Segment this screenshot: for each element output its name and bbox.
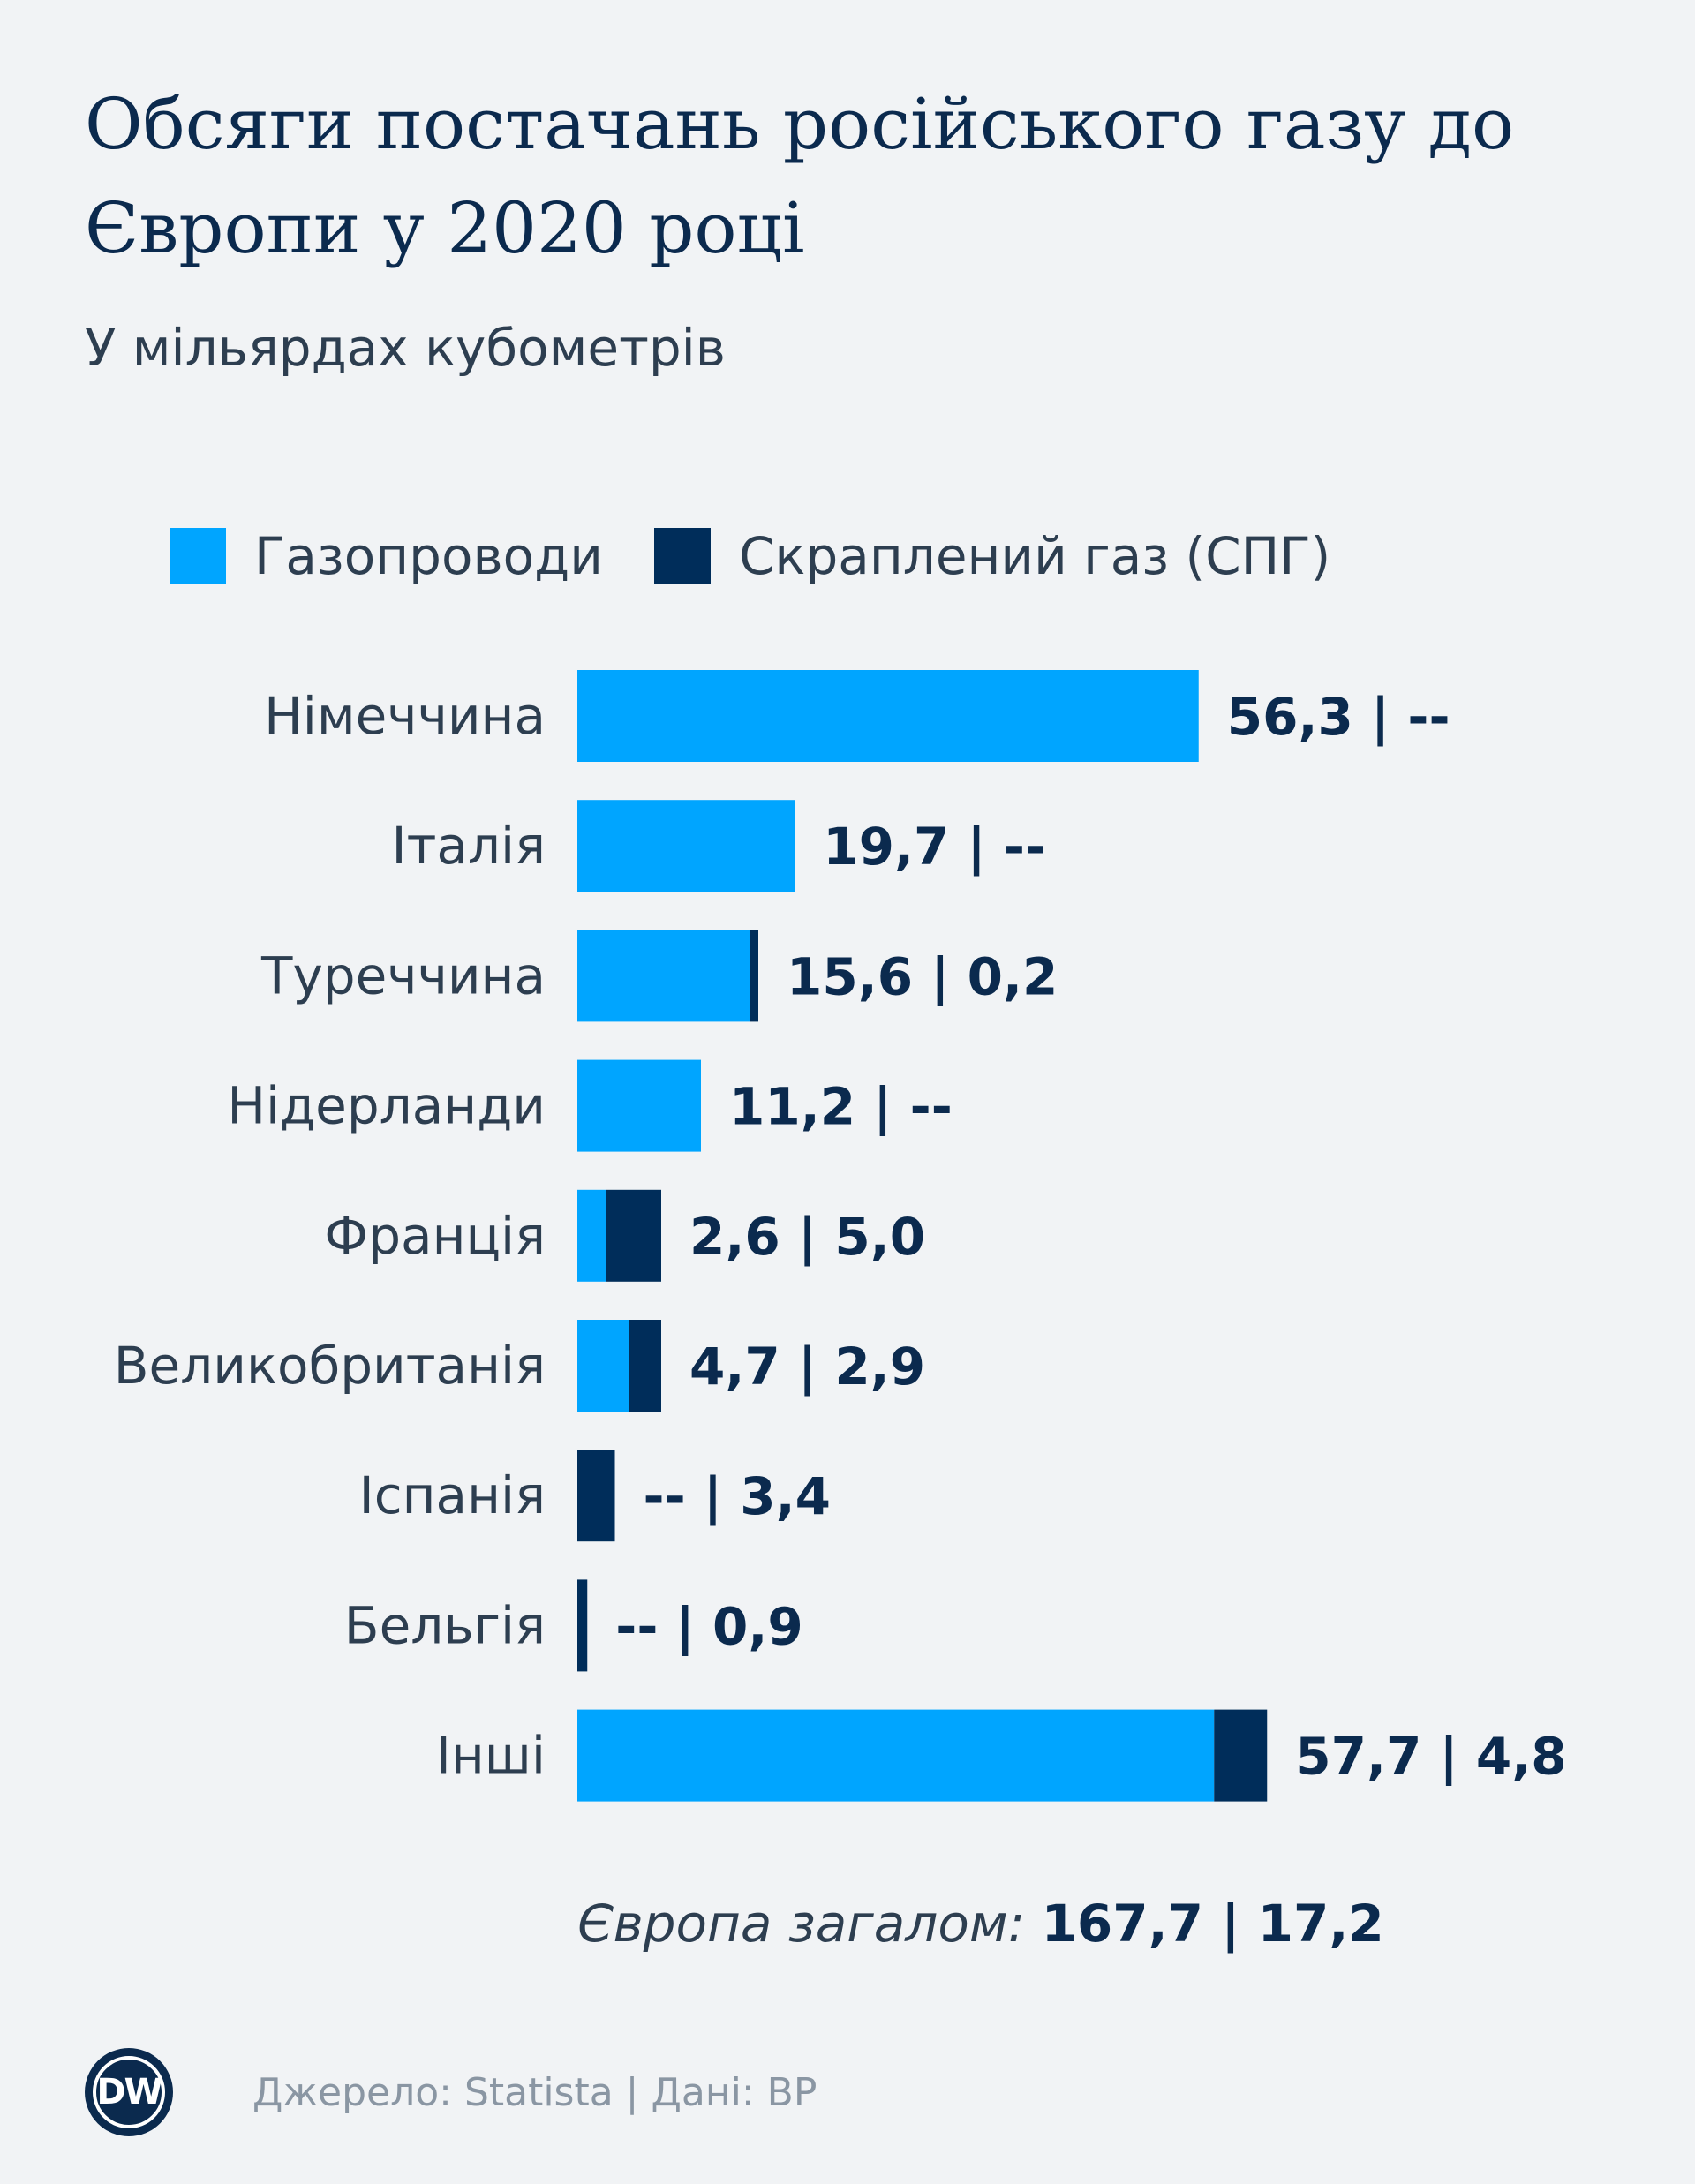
category-label: Іспанія: [359, 1465, 546, 1525]
bar-pipeline: [577, 670, 1199, 762]
legend: Газопроводи Скраплений газ (СПГ): [170, 526, 1382, 586]
bar-lng: [577, 1450, 615, 1542]
legend-item-pipeline: Газопроводи: [170, 526, 603, 586]
data-label: 2,6 | 5,0: [689, 1207, 925, 1267]
legend-swatch-lng: [653, 528, 711, 584]
bar-pipeline: [577, 1189, 606, 1282]
category-label: Інші: [436, 1726, 546, 1786]
bar-pipeline: [577, 1059, 701, 1152]
bar-pipeline: [577, 800, 795, 892]
bar-lng: [1214, 1709, 1268, 1802]
category-label: Бельгія: [344, 1595, 546, 1655]
bar-pipeline: [577, 1709, 1215, 1802]
category-label: Великобританія: [114, 1336, 546, 1396]
total-label: Європа загалом:: [577, 1894, 1026, 1954]
bar-chart: Німеччина 56,3 | -- Італія 19,7 | -- Туреччи…: [114, 670, 1567, 1802]
europe-total: Європа загалом: 167,7 | 17,2: [577, 1894, 1384, 1954]
data-label: 19,7 | --: [823, 817, 1046, 877]
category-label: Франція: [324, 1206, 546, 1266]
bar-lng: [629, 1320, 661, 1412]
dw-logo-ring: DW: [93, 2056, 165, 2128]
data-label: 4,7 | 2,9: [689, 1337, 925, 1397]
dw-logo: DW: [85, 2048, 173, 2136]
legend-label-lng: Скраплений газ (СПГ): [738, 526, 1331, 586]
bar-lng: [750, 930, 758, 1022]
data-label: 15,6 | 0,2: [787, 946, 1058, 1006]
data-label: 56,3 | --: [1227, 687, 1450, 747]
bar-lng: [577, 1579, 588, 1672]
data-label: 11,2 | --: [729, 1077, 953, 1137]
data-label: -- | 3,4: [644, 1466, 831, 1526]
source-note: Джерело: Statista | Дані: BP: [252, 2069, 817, 2115]
bar-pipeline: [577, 930, 750, 1022]
footer: DW Джерело: Statista | Дані: BP: [85, 2048, 817, 2136]
bar-lng: [606, 1189, 661, 1282]
legend-item-lng: Скраплений газ (СПГ): [653, 526, 1331, 586]
chart-subtitle: У мільярдах кубометрів: [85, 318, 726, 378]
category-label: Німеччина: [264, 686, 546, 746]
legend-label-pipeline: Газопроводи: [254, 526, 603, 586]
legend-swatch-pipeline: [170, 528, 226, 584]
data-label: -- | 0,9: [615, 1596, 802, 1656]
category-label: Нідерланди: [227, 1076, 546, 1136]
bar-pipeline: [577, 1320, 629, 1412]
total-value: 167,7 | 17,2: [1041, 1894, 1384, 1954]
category-label: Туреччина: [260, 945, 546, 1005]
data-label: 57,7 | 4,8: [1295, 1727, 1566, 1787]
category-label: Італія: [391, 816, 546, 876]
chart-title: Обсяги постачань російського газу до Євр…: [85, 83, 1515, 269]
